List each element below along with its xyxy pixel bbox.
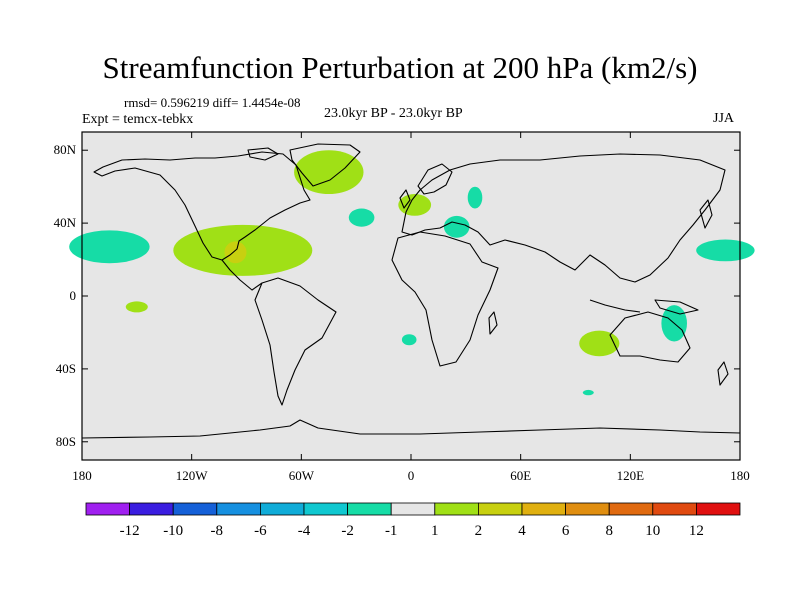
coastline-baffin bbox=[247, 147, 279, 161]
colorbar-swatch bbox=[216, 502, 261, 516]
season-label: JJA bbox=[713, 111, 735, 126]
map-background bbox=[82, 132, 740, 460]
colorbar-swatch bbox=[652, 502, 697, 516]
x-tick-label: 180 bbox=[730, 468, 750, 483]
comparison-label: 23.0kyr BP - 23.0kyr BP bbox=[324, 106, 463, 121]
colorbar-label: -2 bbox=[341, 523, 354, 539]
coastline-scandinavia bbox=[417, 163, 453, 195]
coastline-eurasia bbox=[401, 153, 726, 283]
tick-layer: 180 120W 60W 0 60E 120E 180 80N 40N 0 40S 80S bbox=[54, 132, 750, 483]
anomaly-region bbox=[467, 186, 483, 209]
colorbar-label: 1 bbox=[431, 523, 439, 539]
y-tick-label: 40N bbox=[54, 215, 77, 230]
colorbar-swatch bbox=[390, 502, 436, 516]
colorbar-label: 6 bbox=[562, 523, 570, 539]
colorbar-swatch bbox=[85, 502, 130, 516]
y-tick-label: 80S bbox=[56, 434, 76, 449]
coastline-antarctica bbox=[81, 419, 741, 439]
colorbar-label: -1 bbox=[385, 523, 398, 539]
colorbar-swatch bbox=[521, 502, 566, 516]
coastline-madagascar bbox=[488, 311, 498, 335]
anomaly-region bbox=[579, 330, 620, 357]
coastline-north-america bbox=[93, 151, 311, 261]
y-tick-label: 80N bbox=[54, 142, 77, 157]
colorbar-swatch bbox=[477, 502, 523, 516]
anomaly-region bbox=[348, 208, 375, 227]
colorbar-swatch bbox=[129, 502, 174, 516]
y-tick-label: 0 bbox=[70, 288, 77, 303]
anomaly-region bbox=[582, 389, 594, 396]
colorbar-swatch bbox=[565, 502, 610, 516]
colorbar-label: -6 bbox=[254, 523, 267, 539]
x-tick-label: 60W bbox=[289, 468, 315, 483]
anomaly-region bbox=[401, 334, 417, 346]
colorbar: -12 -10 -8 -6 -4 -2 -1 1 2 4 6 8 10 12 bbox=[85, 502, 741, 539]
colorbar-label: 12 bbox=[689, 523, 704, 539]
colorbar-swatch bbox=[347, 502, 392, 516]
y-tick-label: 40S bbox=[56, 361, 76, 376]
chart-title: Streamfunction Perturbation at 200 hPa (… bbox=[102, 50, 698, 85]
colorbar-swatch bbox=[172, 502, 218, 516]
experiment-label: Expt = temcx-tebkx bbox=[82, 112, 194, 127]
x-tick-label: 120E bbox=[617, 468, 645, 483]
coastline-indonesia bbox=[589, 299, 641, 313]
coastline-japan bbox=[699, 199, 713, 229]
coastline-new-guinea bbox=[654, 299, 699, 315]
anomaly-region bbox=[294, 150, 364, 195]
coastline-layer bbox=[81, 143, 741, 439]
coastline-new-zealand bbox=[717, 361, 729, 386]
colorbar-label: 10 bbox=[645, 523, 660, 539]
colorbar-swatch bbox=[696, 502, 741, 516]
x-tick-label: 0 bbox=[408, 468, 415, 483]
coastline-south-america bbox=[254, 277, 337, 406]
colorbar-swatch bbox=[259, 502, 305, 516]
anomaly-region bbox=[443, 215, 470, 238]
colorbar-label: -10 bbox=[163, 523, 183, 539]
stats-label: rmsd= 0.596219 diff= 1.4454e-08 bbox=[124, 95, 301, 110]
colorbar-label: -12 bbox=[120, 523, 140, 539]
coastline-uk bbox=[399, 189, 411, 209]
anomaly-region bbox=[696, 239, 755, 262]
anomaly-region bbox=[69, 230, 150, 264]
colorbar-label: 4 bbox=[518, 523, 526, 539]
anomaly-region bbox=[125, 301, 148, 313]
coastline-central-america bbox=[221, 259, 263, 291]
colorbar-label: -8 bbox=[211, 523, 224, 539]
colorbar-swatch bbox=[608, 502, 654, 516]
anomaly-layer bbox=[69, 150, 755, 396]
colorbar-swatch bbox=[303, 502, 348, 516]
anomaly-region bbox=[224, 241, 247, 264]
coastline-greenland bbox=[289, 143, 361, 187]
coastline-africa bbox=[391, 231, 499, 367]
colorbar-label: -4 bbox=[298, 523, 311, 539]
x-tick-label: 60E bbox=[510, 468, 531, 483]
x-tick-label: 120W bbox=[176, 468, 209, 483]
coastline-australia bbox=[609, 311, 691, 363]
colorbar-label: 8 bbox=[605, 523, 613, 539]
colorbar-swatch bbox=[434, 502, 479, 516]
x-tick-label: 180 bbox=[72, 468, 92, 483]
colorbar-label: 2 bbox=[475, 523, 483, 539]
